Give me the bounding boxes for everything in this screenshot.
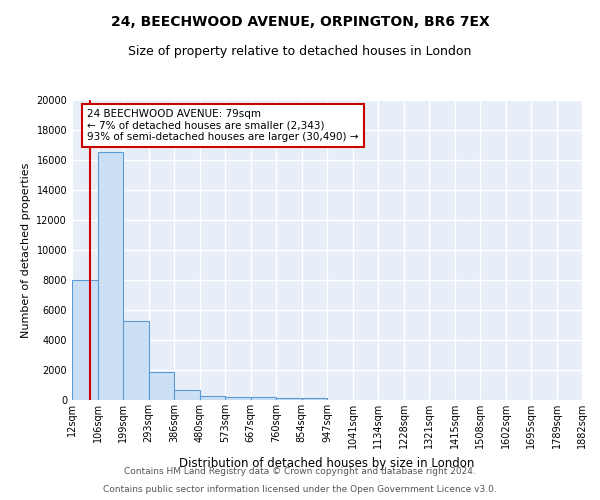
Bar (199, 396, 225, 400)
Y-axis label: Number of detached properties: Number of detached properties (21, 162, 31, 338)
Text: 24, BEECHWOOD AVENUE, ORPINGTON, BR6 7EX: 24, BEECHWOOD AVENUE, ORPINGTON, BR6 7EX (110, 15, 490, 29)
Bar (225, 397, 251, 400)
Text: Size of property relative to detached houses in London: Size of property relative to detached ho… (128, 45, 472, 58)
X-axis label: Distribution of detached houses by size in London: Distribution of detached houses by size … (179, 456, 475, 469)
Bar (251, 397, 276, 400)
Bar (302, 398, 327, 400)
Text: Contains public sector information licensed under the Open Government Licence v3: Contains public sector information licen… (103, 485, 497, 494)
Bar (174, 390, 199, 400)
Text: 24 BEECHWOOD AVENUE: 79sqm
← 7% of detached houses are smaller (2,343)
93% of se: 24 BEECHWOOD AVENUE: 79sqm ← 7% of detac… (88, 109, 359, 142)
Bar (149, 372, 174, 400)
Bar (72, 280, 97, 400)
Text: Contains HM Land Registry data © Crown copyright and database right 2024.: Contains HM Land Registry data © Crown c… (124, 467, 476, 476)
Bar (276, 398, 302, 400)
Bar (97, 152, 123, 400)
Bar (123, 320, 149, 400)
